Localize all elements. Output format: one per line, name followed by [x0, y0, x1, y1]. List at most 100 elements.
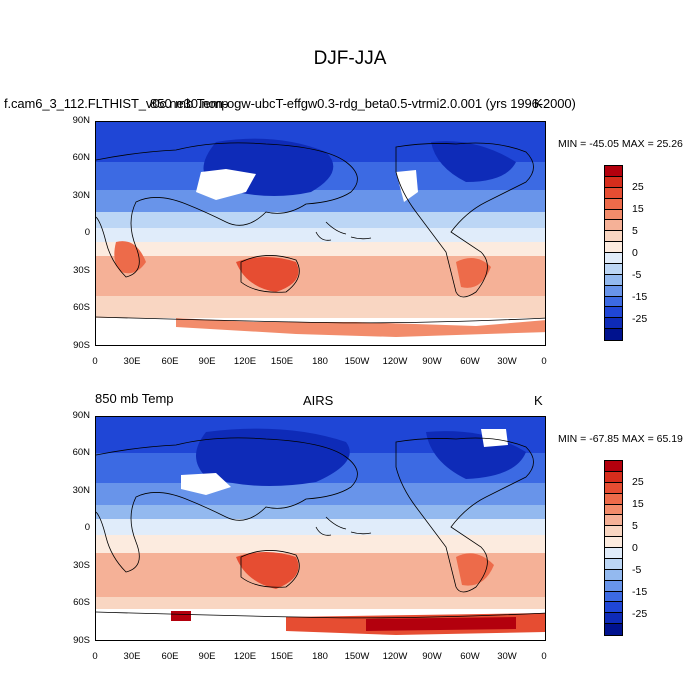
- panel1-colorbar-label: 15: [632, 203, 644, 215]
- colorbar-swatch: [605, 209, 622, 221]
- panel1-lon-label: 60W: [460, 356, 480, 367]
- panel2-lon-label: 120W: [382, 651, 408, 662]
- figure-title: DJF-JJA: [313, 48, 387, 69]
- colorbar-swatch: [605, 515, 622, 527]
- colorbar-swatch: [605, 591, 622, 603]
- panel2-min-max: MIN = -67.85 MAX = 65.19: [558, 433, 683, 445]
- panel1-lon-label: 90W: [422, 356, 442, 367]
- colorbar-swatch: [605, 307, 622, 319]
- panel1-rockies-missing: [396, 170, 418, 202]
- panel1-band-tropic-s: [96, 242, 545, 256]
- panel1-colorbar-label: 0: [632, 247, 638, 259]
- panel1-colorbar-label: 5: [632, 225, 638, 237]
- panel2-lon-label: 30E: [123, 651, 141, 662]
- panel2-lon-label: 0: [541, 651, 547, 662]
- panel2-band-tropic-n: [96, 505, 545, 519]
- panel2-lon-label: 30W: [497, 651, 517, 662]
- panel2-colorbar-label: 0: [632, 542, 638, 554]
- panel2-antarctica-missing-west: [96, 609, 166, 640]
- panel2-lon-label: 150W: [344, 651, 370, 662]
- panel1-min-max: MIN = -45.05 MAX = 25.26: [558, 138, 683, 150]
- panel2-tibet-missing: [181, 473, 231, 495]
- panel1-lon-label: 90E: [198, 356, 216, 367]
- panel2-colorbar-label: -15: [632, 586, 648, 598]
- panel1-lon-label: 60E: [161, 356, 179, 367]
- panel1-lon-label: 150W: [344, 356, 370, 367]
- panel2-lat-label: 90S: [73, 635, 90, 646]
- colorbar-swatch: [605, 187, 622, 199]
- panel2-map-svg: [96, 417, 545, 640]
- panel2-lon-label: 60E: [161, 651, 179, 662]
- panel1-lat-label: 30S: [73, 265, 90, 276]
- panel2-colorbar-label: -5: [632, 564, 642, 576]
- panel1-lon-label: 180: [312, 356, 328, 367]
- panel1-band-southern-ocean: [96, 296, 545, 316]
- panel2-colorbar-label: 15: [632, 498, 644, 510]
- panel1-lon-label: 150E: [270, 356, 294, 367]
- panel2-southamerica-warm: [456, 553, 494, 586]
- panel1-lon-label: 120E: [233, 356, 257, 367]
- panel2-lat-label: 0: [84, 522, 90, 533]
- colorbar-swatch: [605, 548, 622, 559]
- panel1-lat-label: 0: [84, 227, 90, 238]
- panel1-australia-warm: [236, 257, 299, 292]
- panel1-colorbar: [604, 165, 623, 341]
- colorbar-swatch: [605, 318, 622, 330]
- panel2-colorbar-label: -25: [632, 608, 648, 620]
- colorbar-swatch: [605, 176, 622, 188]
- panel2-lat-label: 60S: [73, 597, 90, 608]
- panel2-lat-label: 30N: [72, 485, 90, 496]
- panel1-lon-label: 120W: [382, 356, 408, 367]
- panel1-lon-label: 30E: [123, 356, 141, 367]
- colorbar-swatch: [605, 220, 622, 232]
- panel1-lon-label: 0: [541, 356, 547, 367]
- panel2-lat-label: 90N: [72, 410, 90, 421]
- panel1-lat-label: 90S: [73, 340, 90, 351]
- panel2-lon-label: 180: [312, 651, 328, 662]
- panel2-colorbar-label: 25: [632, 476, 644, 488]
- colorbar-swatch: [605, 285, 622, 297]
- panel2-lat-label: 60N: [72, 447, 90, 458]
- colorbar-swatch: [605, 263, 622, 275]
- panel1-lon-label: 30W: [497, 356, 517, 367]
- panel2-center-title: AIRS: [303, 393, 334, 408]
- panel2-lon-label: 150E: [270, 651, 294, 662]
- panel1-africa-warm: [114, 241, 146, 274]
- colorbar-swatch: [605, 613, 622, 625]
- panel2-band-subtropic: [96, 483, 545, 505]
- panel1-band-equator: [96, 228, 545, 242]
- colorbar-swatch: [605, 198, 622, 210]
- panel1-lat-label: 60S: [73, 302, 90, 313]
- colorbar-swatch: [605, 231, 622, 243]
- colorbar-swatch: [605, 558, 622, 570]
- panel2-colorbar-label: 5: [632, 520, 638, 532]
- panel2-map: [95, 416, 546, 641]
- panel2-lon-label: 90W: [422, 651, 442, 662]
- panel1-map-svg: [96, 122, 545, 345]
- colorbar-swatch: [605, 482, 622, 494]
- panel1-lat-label: 90N: [72, 115, 90, 126]
- panel1-variable-title: 850 mb Temp: [150, 96, 229, 111]
- colorbar-swatch: [605, 296, 622, 308]
- panel1-left-title: f.cam6_3_112.FLTHIST_v0c.ne30.non-ogw-ub…: [4, 96, 576, 111]
- panel1-colorbar-label: -25: [632, 313, 648, 325]
- colorbar-swatch: [605, 253, 622, 264]
- colorbar-swatch: [605, 242, 622, 253]
- panel1-band-tropic-n: [96, 212, 545, 228]
- colorbar-swatch: [605, 493, 622, 505]
- panel2-australia-warm: [236, 552, 299, 589]
- colorbar-swatch: [605, 624, 622, 635]
- panel1-antarctic-coast: [176, 318, 545, 337]
- colorbar-swatch: [605, 580, 622, 592]
- panel2-antarctic-warm-patch: [171, 611, 191, 621]
- panel1-lat-label: 60N: [72, 152, 90, 163]
- panel1-tibet-missing: [196, 169, 256, 200]
- colorbar-swatch: [605, 461, 622, 472]
- colorbar-swatch: [605, 537, 622, 548]
- panel1-colorbar-label: -15: [632, 291, 648, 303]
- colorbar-swatch: [605, 504, 622, 516]
- panel2-siberia-cold: [196, 428, 350, 486]
- panel1-band-subtropic: [96, 190, 545, 212]
- panel2-colorbar: [604, 460, 623, 636]
- panel1-coastlines: [96, 142, 545, 324]
